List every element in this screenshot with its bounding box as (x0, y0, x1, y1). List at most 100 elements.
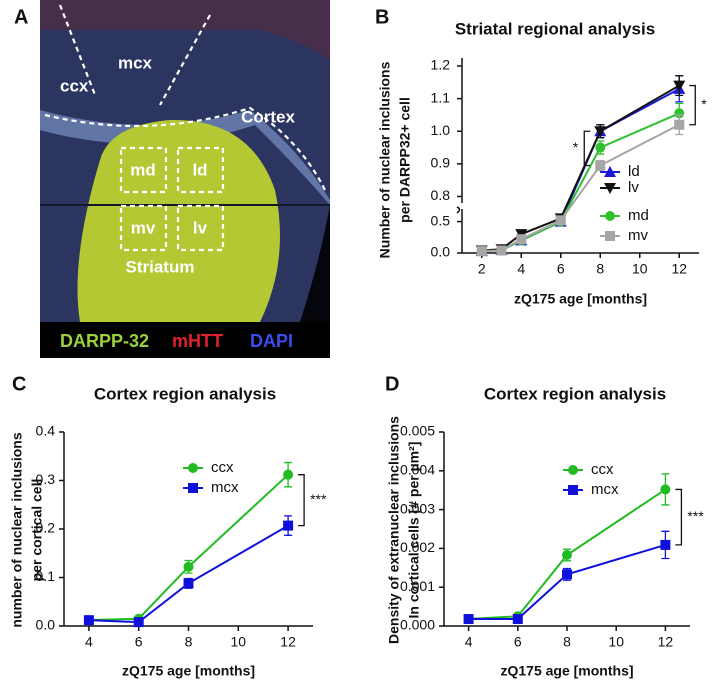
legend-label: ccx (211, 459, 234, 476)
chart-panel: B Striatal regional analysis Number of nuc… (375, 6, 707, 306)
marker (595, 160, 606, 171)
y-tick-label: 0.001 (400, 578, 435, 594)
y-tick-label: 0.0 (36, 617, 56, 633)
significance-label: *** (310, 491, 327, 507)
x-tick-label: 2 (478, 261, 486, 277)
x-tick-label: 12 (671, 261, 687, 277)
stain-legend-background (40, 322, 330, 358)
marker (83, 615, 94, 626)
y-tick-label: 0.000 (400, 617, 435, 633)
legend-label: ccx (591, 461, 614, 478)
y-axis-label: per DARPP32+ cell (397, 97, 413, 223)
marker (605, 211, 615, 221)
significance-bracket (298, 474, 305, 527)
y-tick-label: 1.0 (431, 122, 451, 138)
marker (562, 569, 572, 580)
marker (496, 245, 507, 256)
x-axis-label: zQ175 age [months] (500, 663, 633, 679)
marker (674, 119, 685, 130)
y-tick-label: 0.002 (400, 539, 435, 555)
series-line (481, 87, 680, 253)
y-tick-label: 1.1 (431, 89, 451, 105)
significance-bracket (689, 84, 696, 126)
significance-bracket (583, 130, 591, 167)
stain-label: DAPI (250, 331, 293, 351)
micrograph (40, 0, 330, 358)
marker (594, 126, 607, 138)
x-tick-label: 8 (596, 261, 604, 277)
panel-letter: D (385, 373, 399, 395)
significance-label: * (701, 96, 707, 112)
marker (660, 484, 671, 495)
marker (188, 483, 198, 493)
region-label: mv (131, 218, 156, 237)
marker (283, 520, 294, 531)
marker (555, 215, 566, 226)
x-tick-label: 6 (135, 634, 143, 650)
series-line (468, 488, 666, 621)
series-line (88, 524, 289, 624)
series-line (481, 123, 680, 253)
series-line (468, 543, 666, 621)
significance-label: *** (687, 508, 704, 524)
marker (673, 80, 686, 92)
marker (512, 614, 523, 625)
marker (476, 246, 487, 257)
legend-label: mcx (591, 481, 619, 498)
series-line (88, 473, 289, 622)
marker (562, 549, 572, 560)
panel-letter: A (14, 6, 28, 28)
y-axis-label: Density of extranuclear inclusions (386, 416, 402, 644)
y-axis-label: In cortical cells [# per µm²] (406, 442, 422, 619)
x-tick-label: 10 (608, 634, 624, 650)
marker (188, 463, 198, 473)
x-axis-label: zQ175 age [months] (122, 663, 255, 679)
y-tick-label: 0.004 (400, 462, 435, 478)
marker (463, 614, 474, 625)
x-tick-label: 4 (465, 634, 473, 650)
marker (283, 469, 294, 480)
region-label: Striatum (126, 257, 195, 276)
chart-title: Striatal regional analysis (455, 19, 655, 38)
marker (133, 617, 144, 628)
y-tick-label: 0.9 (431, 155, 451, 171)
region-label: Cortex (241, 107, 295, 126)
x-axis-label: zQ175 age [months] (514, 291, 647, 307)
y-axis-label: Number of nuclear inclusions (377, 61, 393, 258)
panel-letter: B (375, 6, 389, 28)
chart-title: Cortex region analysis (94, 384, 276, 403)
marker (516, 234, 527, 245)
marker (183, 578, 194, 589)
stain-label: DARPP-32 (60, 331, 149, 351)
marker (568, 465, 578, 475)
chart-title: Cortex region analysis (484, 384, 666, 403)
outlines (44, 4, 326, 252)
y-tick-label: 0.1 (36, 568, 56, 584)
marker (660, 539, 671, 550)
marker (595, 142, 606, 153)
marker (674, 108, 685, 119)
legend-label: ld (628, 163, 640, 180)
legend-label: lv (628, 179, 639, 196)
y-axis-label: per cortical cell (29, 479, 45, 582)
marker (604, 166, 616, 177)
axis-break (456, 206, 461, 214)
y-tick-label: 0.3 (36, 471, 56, 487)
panel-letter: C (12, 373, 26, 395)
y-tick-label: 0.003 (400, 500, 435, 516)
y-tick-label: 0.0 (431, 244, 451, 260)
chart-panel: C Cortex region analysis number of nuclear… (9, 373, 327, 678)
significance-bracket (675, 488, 683, 546)
region-label: ld (192, 160, 207, 179)
chart-panel: D Cortex region analysis Density of extran… (385, 373, 704, 678)
y-tick-label: 0.5 (431, 212, 451, 228)
region-label: md (130, 160, 156, 179)
x-tick-label: 12 (280, 634, 296, 650)
x-tick-label: 4 (517, 261, 525, 277)
x-tick-label: 10 (632, 261, 648, 277)
y-tick-label: 1.2 (431, 57, 451, 73)
y-tick-label: 0.8 (431, 187, 451, 203)
legend-label: mv (628, 227, 648, 244)
region-label: lv (193, 218, 208, 237)
corpus-callosum (40, 110, 330, 205)
